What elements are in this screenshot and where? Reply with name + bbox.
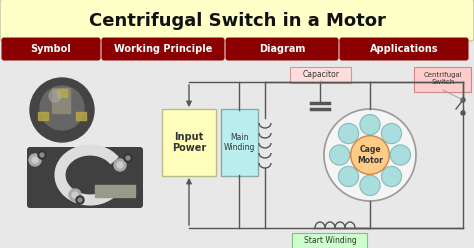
FancyBboxPatch shape	[339, 37, 468, 61]
Circle shape	[338, 166, 359, 186]
FancyBboxPatch shape	[38, 112, 48, 120]
Circle shape	[40, 153, 44, 157]
Circle shape	[461, 98, 465, 102]
FancyBboxPatch shape	[57, 89, 67, 97]
FancyBboxPatch shape	[1, 37, 100, 61]
Circle shape	[30, 78, 94, 142]
Circle shape	[49, 90, 61, 102]
FancyBboxPatch shape	[52, 88, 70, 113]
Text: Applications: Applications	[370, 44, 438, 55]
Text: Start Winding: Start Winding	[304, 236, 356, 245]
Text: Centrifugal Switch in a Motor: Centrifugal Switch in a Motor	[89, 12, 385, 30]
Circle shape	[126, 156, 130, 160]
Circle shape	[38, 151, 46, 159]
Circle shape	[124, 154, 132, 162]
FancyBboxPatch shape	[0, 0, 474, 41]
FancyBboxPatch shape	[27, 147, 143, 208]
Circle shape	[72, 192, 78, 198]
FancyBboxPatch shape	[226, 37, 338, 61]
Circle shape	[360, 175, 380, 195]
Circle shape	[40, 86, 84, 130]
Circle shape	[76, 196, 84, 204]
Circle shape	[461, 111, 465, 115]
Circle shape	[69, 189, 81, 201]
Circle shape	[351, 136, 389, 174]
Text: Centrifugal
Switch: Centrifugal Switch	[424, 72, 462, 86]
Text: Capacitor: Capacitor	[302, 70, 339, 79]
Text: Main
Winding: Main Winding	[224, 133, 255, 152]
Circle shape	[329, 145, 350, 165]
FancyBboxPatch shape	[76, 112, 86, 120]
FancyBboxPatch shape	[221, 109, 258, 176]
Text: Symbol: Symbol	[31, 44, 72, 55]
Circle shape	[78, 198, 82, 202]
FancyBboxPatch shape	[414, 66, 472, 92]
Circle shape	[390, 145, 410, 165]
Circle shape	[32, 157, 38, 163]
FancyBboxPatch shape	[162, 109, 216, 176]
FancyBboxPatch shape	[291, 66, 352, 83]
FancyBboxPatch shape	[95, 185, 135, 197]
FancyBboxPatch shape	[101, 37, 225, 61]
Text: Cage
Motor: Cage Motor	[357, 145, 383, 165]
Circle shape	[360, 115, 380, 135]
Circle shape	[324, 109, 416, 201]
Circle shape	[29, 154, 41, 166]
Circle shape	[382, 166, 401, 186]
FancyBboxPatch shape	[292, 233, 367, 248]
Circle shape	[117, 162, 123, 168]
Circle shape	[114, 159, 126, 171]
Text: Working Principle: Working Principle	[114, 44, 212, 55]
Circle shape	[338, 124, 359, 144]
Text: Diagram: Diagram	[259, 44, 305, 55]
Text: Input
Power: Input Power	[172, 132, 206, 153]
Circle shape	[382, 124, 401, 144]
